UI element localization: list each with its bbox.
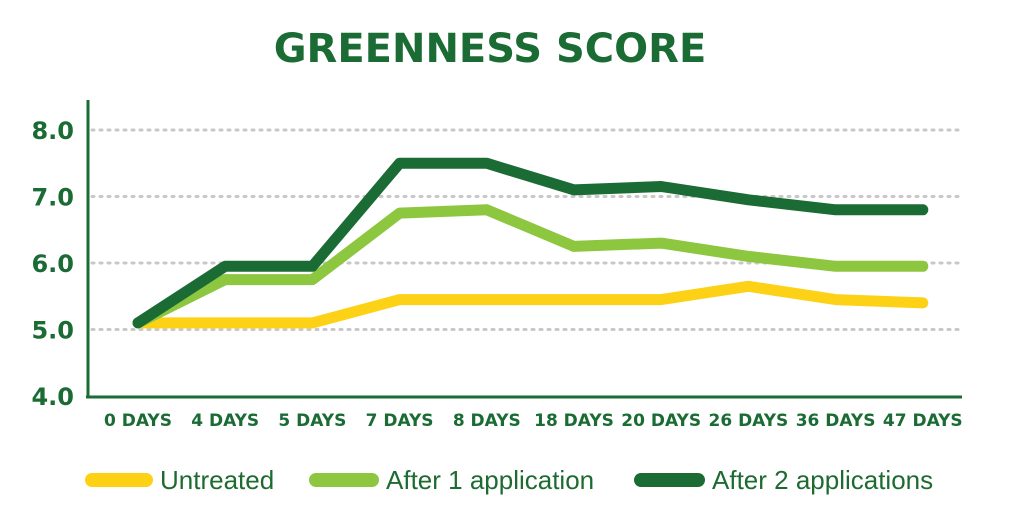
x-tick-label: 0 DAYS xyxy=(104,411,172,431)
x-axis-ticks: 0 DAYS 4 DAYS 5 DAYS 7 DAYS 8 DAYS 18 DAYS 20 … xyxy=(104,411,963,431)
x-tick-label: 4 DAYS xyxy=(191,411,259,431)
data-point xyxy=(747,199,749,201)
data-point xyxy=(311,279,313,281)
data-point xyxy=(573,245,575,247)
data-point xyxy=(486,299,488,301)
data-point xyxy=(137,322,139,324)
data-point xyxy=(573,189,575,191)
x-tick-label: 20 DAYS xyxy=(621,411,701,431)
y-tick-label: 7.0 xyxy=(31,184,74,212)
data-point xyxy=(747,255,749,257)
x-tick-label: 5 DAYS xyxy=(278,411,346,431)
data-point xyxy=(660,186,662,188)
data-point xyxy=(224,265,226,267)
data-point xyxy=(224,279,226,281)
x-tick-label: 7 DAYS xyxy=(366,411,434,431)
data-point xyxy=(922,265,924,267)
data-point xyxy=(224,322,226,324)
legend-label: After 2 applications xyxy=(712,465,933,495)
series-lines xyxy=(132,157,929,329)
data-point xyxy=(660,242,662,244)
y-axis-ticks: 4.0 5.0 6.0 7.0 8.0 xyxy=(31,117,74,411)
data-point xyxy=(835,299,837,301)
x-tick-label: 47 DAYS xyxy=(883,411,963,431)
data-point xyxy=(747,285,749,287)
x-tick-label: 36 DAYS xyxy=(796,411,876,431)
series-line-1 xyxy=(132,280,929,329)
legend-label: After 1 application xyxy=(386,465,594,495)
data-point xyxy=(399,212,401,214)
data-point xyxy=(573,299,575,301)
data-point xyxy=(922,302,924,304)
y-tick-label: 8.0 xyxy=(31,117,74,145)
data-point xyxy=(835,265,837,267)
y-tick-label: 5.0 xyxy=(31,317,74,345)
legend: Untreated After 1 application After 2 appl… xyxy=(85,465,933,495)
data-point xyxy=(311,265,313,267)
data-point xyxy=(399,299,401,301)
x-tick-label: 26 DAYS xyxy=(709,411,789,431)
series-line-3 xyxy=(132,157,929,329)
data-point xyxy=(486,162,488,164)
data-point xyxy=(922,209,924,211)
x-tick-label: 8 DAYS xyxy=(453,411,521,431)
y-tick-label: 4.0 xyxy=(31,383,74,411)
x-tick-label: 18 DAYS xyxy=(534,411,614,431)
chart-title: GREENNESS SCORE xyxy=(274,26,707,72)
data-point xyxy=(486,209,488,211)
series-line-2 xyxy=(132,204,929,329)
axes xyxy=(86,100,962,399)
legend-label: Untreated xyxy=(160,465,274,495)
data-point xyxy=(399,162,401,164)
data-point xyxy=(835,209,837,211)
data-point xyxy=(311,322,313,324)
y-tick-label: 6.0 xyxy=(31,250,74,278)
data-point xyxy=(660,299,662,301)
